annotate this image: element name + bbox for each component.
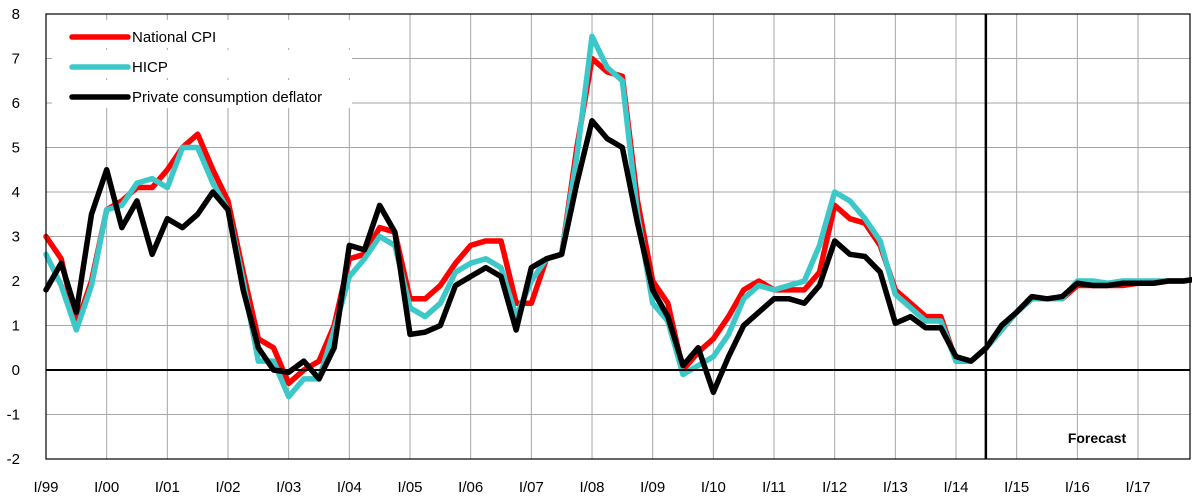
- forecast-annotation: Forecast: [1068, 430, 1127, 446]
- x-tick-label: I/08: [579, 479, 604, 496]
- x-tick-label: I/02: [215, 479, 240, 496]
- y-tick-label: 3: [12, 229, 20, 246]
- legend-label: Private consumption deflator: [132, 89, 322, 106]
- x-tick-label: I/01: [155, 479, 180, 496]
- legend-bg: [52, 80, 352, 108]
- x-tick-label: I/15: [1004, 479, 1029, 496]
- y-tick-label: 8: [12, 6, 20, 23]
- x-axis-tick-labels: I/99 I/00 I/01 I/02 I/03 I/04 I/05 I/06 I/07 I/08…: [33, 479, 1150, 496]
- series-lines: [43, 33, 1192, 400]
- x-tick-label: I/06: [458, 479, 483, 496]
- y-tick-label: 1: [12, 318, 20, 335]
- y-axis-tick-labels: 8 7 6 5 4 3 2 1 0 -1 -2: [7, 6, 20, 468]
- y-tick-label: 2: [12, 273, 20, 290]
- y-tick-label: -1: [7, 407, 20, 424]
- x-tick-label: I/16: [1065, 479, 1090, 496]
- legend-label: National CPI: [132, 29, 216, 46]
- legend-bg: [52, 50, 352, 78]
- series-line-private-consumption-deflator: [43, 118, 1192, 395]
- y-tick-label: 4: [12, 184, 20, 201]
- y-tick-label: 0: [12, 362, 20, 379]
- legend-bg: [52, 20, 352, 48]
- y-tick-label: 5: [12, 140, 20, 157]
- x-tick-label: I/13: [883, 479, 908, 496]
- x-tick-label: I/05: [397, 479, 422, 496]
- x-tick-label: I/14: [944, 479, 969, 496]
- y-tick-label: 6: [12, 95, 20, 112]
- y-tick-label: -2: [7, 451, 20, 468]
- legend-label: HICP: [132, 59, 168, 76]
- x-tick-label: I/04: [337, 479, 362, 496]
- x-tick-label: I/12: [822, 479, 847, 496]
- x-tick-label: I/11: [762, 479, 786, 496]
- x-tick-label: I/07: [519, 479, 544, 496]
- x-tick-label: I/17: [1126, 479, 1151, 496]
- plot-border: [45, 13, 1191, 460]
- legend: National CPI HICP Private consumption defl…: [52, 20, 352, 108]
- x-tick-label: I/99: [33, 479, 58, 496]
- x-tick-label: I/10: [701, 479, 726, 496]
- x-tick-label: I/00: [94, 479, 119, 496]
- x-tick-label: I/03: [276, 479, 301, 496]
- x-tick-label: I/09: [640, 479, 665, 496]
- y-tick-label: 7: [12, 51, 20, 68]
